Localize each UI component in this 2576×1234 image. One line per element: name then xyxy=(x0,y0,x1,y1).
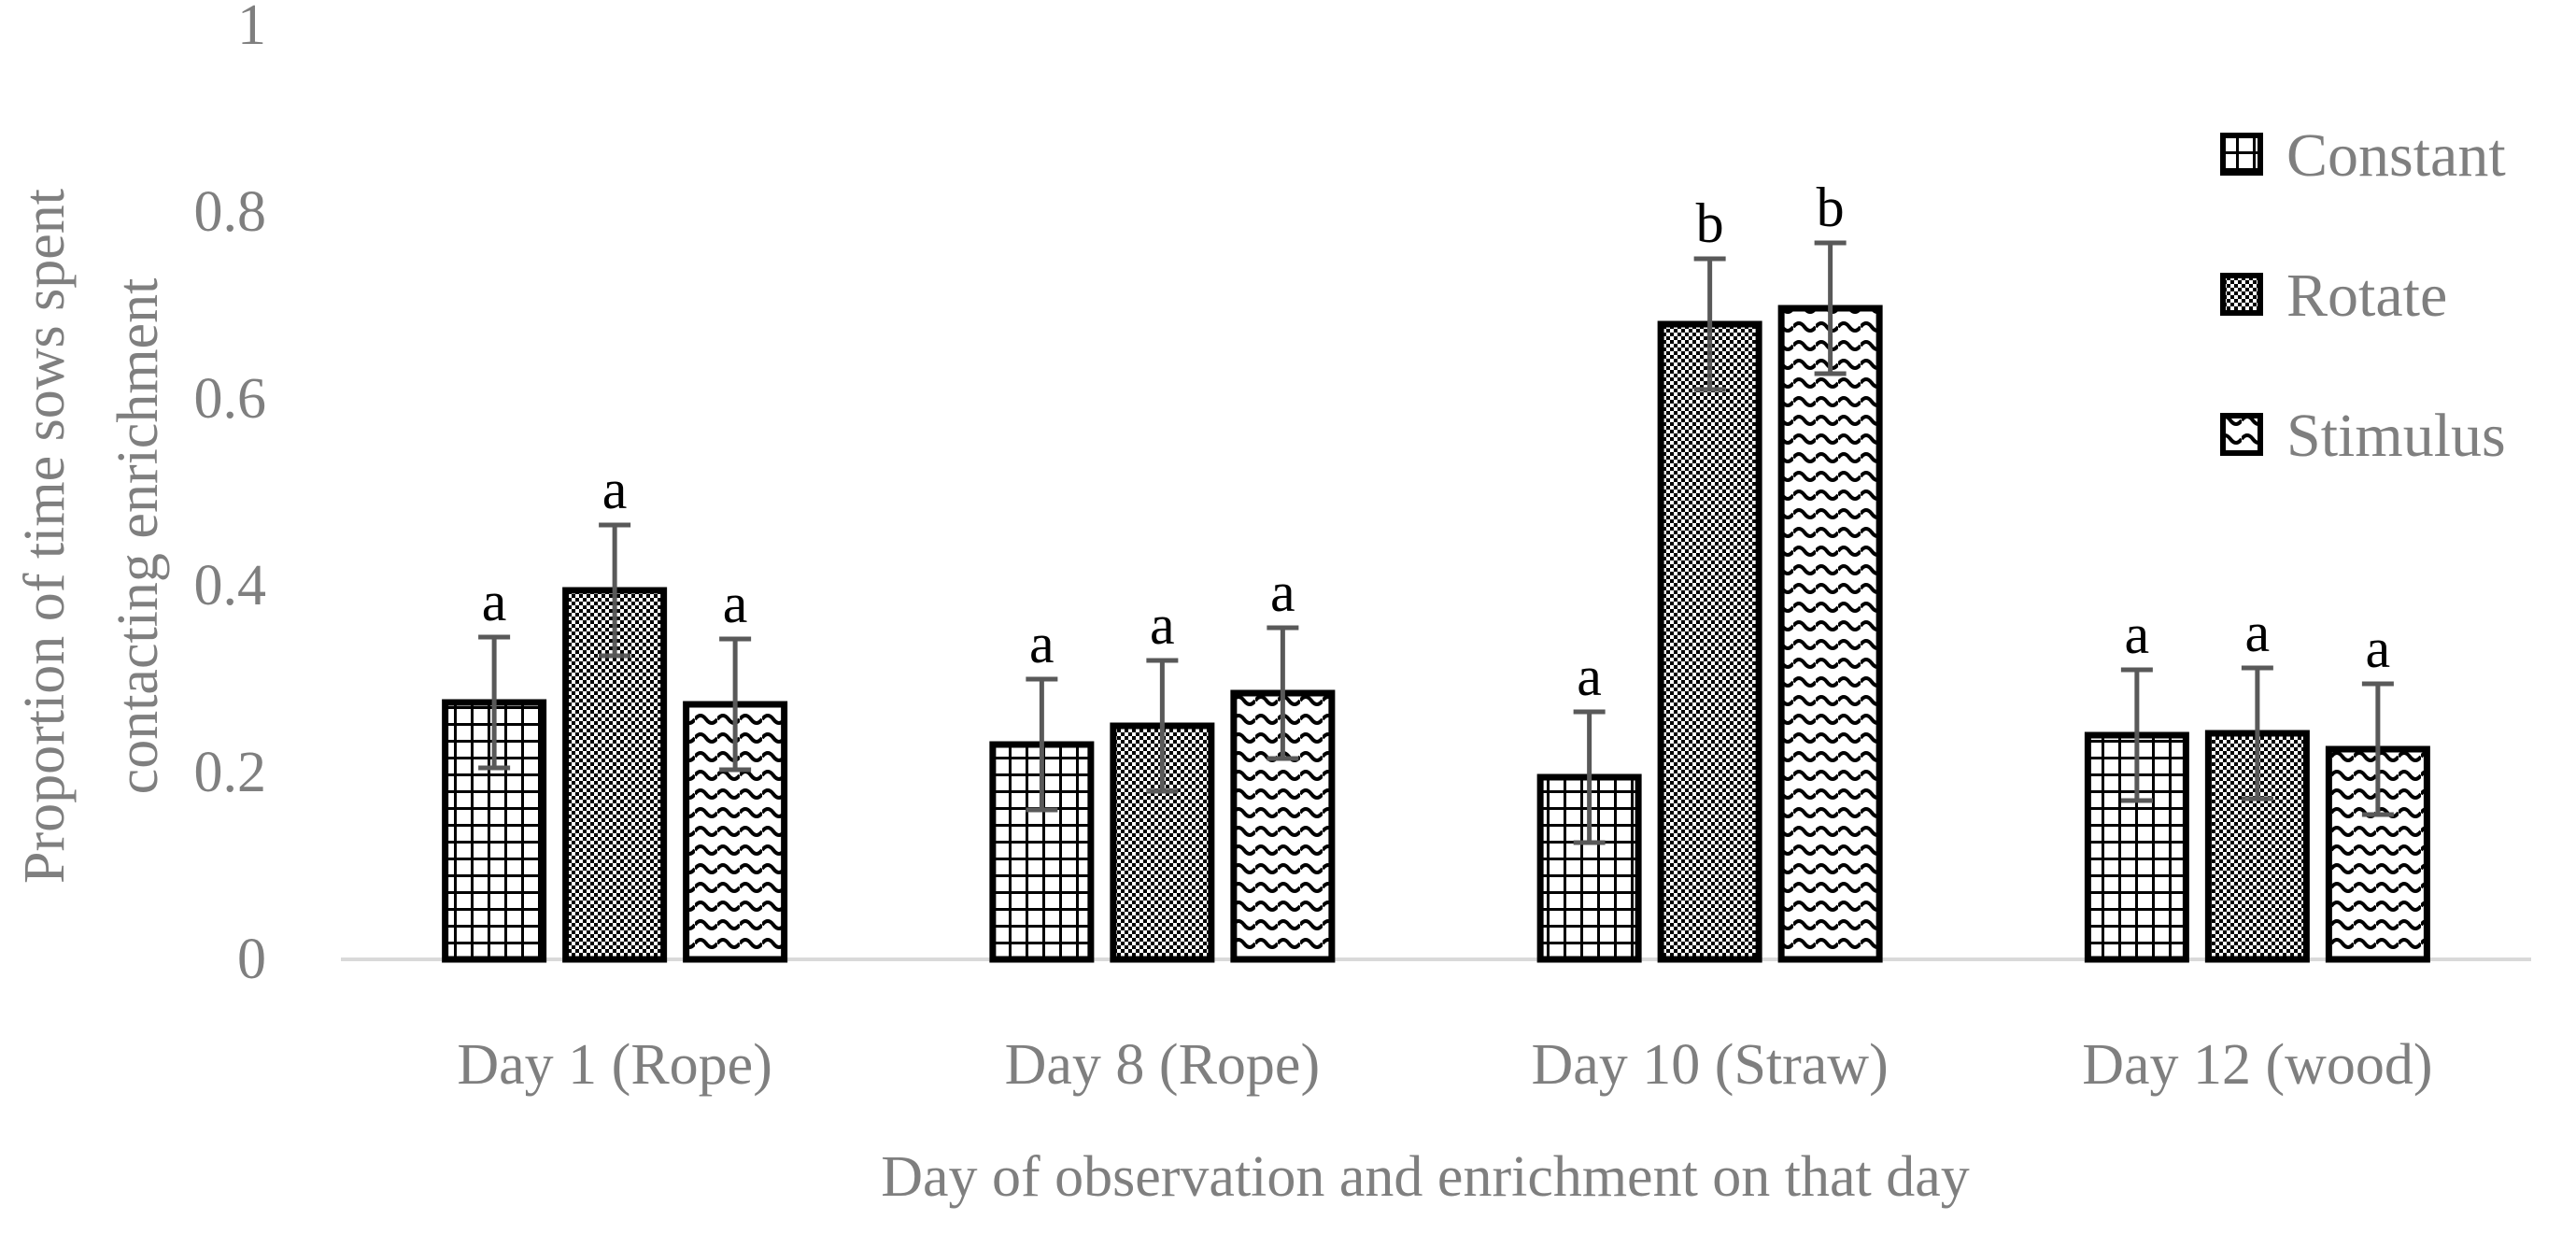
significance-label: a xyxy=(2125,603,2150,665)
legend-swatch xyxy=(2220,133,2263,176)
error-bar xyxy=(2120,667,2153,803)
x-axis-title: Day of observation and enrichment on tha… xyxy=(881,1145,1970,1209)
x-tick-label: Day 12 (wood) xyxy=(2082,1033,2432,1097)
bar-stimulus xyxy=(1230,689,1336,963)
significance-label: a xyxy=(2366,617,2391,679)
legend-item-rotate: Rotate xyxy=(2220,262,2447,330)
error-bar xyxy=(599,522,631,659)
y-tick-label: 0 xyxy=(237,928,266,991)
significance-label: a xyxy=(723,573,748,634)
y-tick-label: 0.8 xyxy=(194,180,267,244)
error-bar xyxy=(1267,625,1299,761)
significance-label: b xyxy=(1817,177,1845,238)
y-tick-label: 1 xyxy=(237,0,266,57)
error-bar xyxy=(719,636,752,773)
error-bars xyxy=(478,240,2394,845)
bar-stimulus xyxy=(1777,305,1883,963)
significance-label: a xyxy=(1029,613,1054,674)
x-tick-label: Day 10 (Straw) xyxy=(1532,1033,1889,1097)
error-bar xyxy=(1814,240,1847,376)
y-tick-label: 0.6 xyxy=(194,367,267,431)
legend-label: Stimulus xyxy=(2286,402,2506,470)
x-tick-label: Day 1 (Rope) xyxy=(457,1033,771,1097)
legend-item-stimulus: Stimulus xyxy=(2220,402,2506,470)
error-bar xyxy=(2241,665,2273,801)
error-bar xyxy=(478,634,511,771)
bars xyxy=(442,305,2430,963)
bar-rotate xyxy=(1657,320,1762,963)
legend-label: Rotate xyxy=(2286,262,2447,330)
significance-label: a xyxy=(482,571,507,632)
significance-label: b xyxy=(1696,192,1724,254)
significance-label: a xyxy=(2245,602,2271,663)
error-bar xyxy=(1146,658,1179,794)
y-axis-ticks: 0 0.2 0.4 0.6 0.8 1 xyxy=(194,0,267,991)
legend-swatch xyxy=(2220,413,2263,456)
error-bar xyxy=(1693,256,1726,392)
significance-label: a xyxy=(1270,561,1295,623)
significance-labels: a a a a a a a b b a a a xyxy=(482,177,2390,707)
legend-label: Constant xyxy=(2286,121,2506,190)
x-axis-ticks: Day 1 (Rope) Day 8 (Rope) Day 10 (Straw) Da… xyxy=(457,1033,2432,1097)
significance-label: a xyxy=(1150,594,1175,656)
significance-label: a xyxy=(602,459,628,520)
error-bar xyxy=(1026,676,1058,813)
y-axis-title: Proportion of time sows spent contacting… xyxy=(13,189,170,884)
significance-label: a xyxy=(1577,645,1602,707)
bar-constant xyxy=(989,741,1095,963)
x-tick-label: Day 8 (Rope) xyxy=(1005,1033,1320,1097)
legend-swatch xyxy=(2220,273,2263,316)
y-tick-label: 0.4 xyxy=(194,554,267,617)
error-bar xyxy=(2361,681,2394,817)
error-bar xyxy=(1573,709,1606,845)
legend: Constant Rotate Stimulus xyxy=(2220,121,2506,470)
legend-item-constant: Constant xyxy=(2220,121,2506,190)
y-tick-label: 0.2 xyxy=(194,741,267,804)
y-axis-title-line-1: Proportion of time sows spent xyxy=(13,189,77,884)
y-axis-title-line-2: contacting enrichment xyxy=(106,278,170,795)
